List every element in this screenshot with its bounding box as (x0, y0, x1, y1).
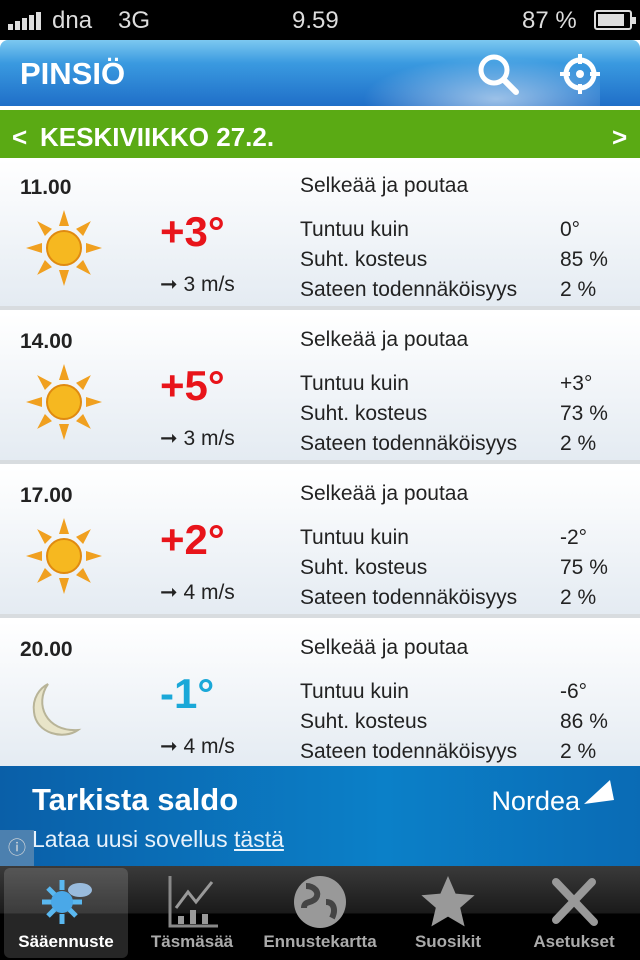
next-day-button[interactable]: > (612, 122, 628, 152)
wind-speed: 4 m/s (183, 735, 235, 758)
sun-icon (26, 518, 102, 594)
humidity-label: Suht. kosteus (300, 248, 428, 271)
rain-label: Sateen todennäköisyys (300, 586, 518, 609)
humidity-value: 86 % (560, 710, 608, 733)
humidity-value: 85 % (560, 248, 608, 271)
wind-speed: 3 m/s (183, 273, 235, 296)
forecast-row[interactable]: 14.00 +5° ➞ 3 m/s Selkeää ja poutaa Tunt… (0, 314, 640, 464)
feels-like-label: Tuntuu kuin (300, 218, 409, 241)
network: 3G (118, 7, 151, 34)
weather-description: Selkeää ja poutaa (300, 636, 469, 659)
feels-like-value: -2° (560, 526, 588, 549)
rain-label: Sateen todennäköisyys (300, 740, 518, 763)
weather-description: Selkeää ja poutaa (300, 482, 469, 505)
wind-speed: 4 m/s (183, 581, 235, 604)
rain-value: 2 % (560, 278, 597, 301)
nordea-sail-icon (584, 780, 614, 804)
status-bar: dna 3G 9.59 87 % (0, 0, 640, 40)
tab-map[interactable]: Ennustekartta (258, 868, 382, 958)
forecast-time: 11.00 (20, 176, 72, 199)
weather-description: Selkeää ja poutaa (300, 174, 469, 197)
day-selector: < KESKIVIIKKO 27.2. > (0, 110, 640, 158)
chart-icon (168, 876, 218, 928)
battery-icon (594, 10, 636, 30)
feels-like-value: +3° (560, 372, 593, 395)
app-header: PINSIÖ (0, 40, 640, 106)
forecast-row[interactable]: 11.00 +3° ➞ 3 m/s Selkeää ja poutaa Tunt… (0, 160, 640, 310)
location-title: PINSIÖ (20, 56, 126, 91)
forecast-row[interactable]: 20.00 -1° ➞ 4 m/s Selkeää ja poutaa Tunt… (0, 622, 640, 772)
tab-label: Täsmäsää (150, 932, 234, 951)
humidity-label: Suht. kosteus (300, 710, 428, 733)
tab-forecast[interactable]: Sääennuste (4, 868, 128, 958)
sun-cloud-icon (42, 880, 92, 924)
wind-arrow-icon: ➞ (160, 735, 178, 758)
temperature: -1° (160, 670, 215, 717)
rain-label: Sateen todennäköisyys (300, 432, 518, 455)
rain-value: 2 % (560, 586, 597, 609)
search-icon[interactable] (476, 52, 520, 96)
rain-label: Sateen todennäköisyys (300, 278, 518, 301)
wind-speed: 3 m/s (183, 427, 235, 450)
tab-label: Asetukset (533, 932, 615, 951)
signal-icon (8, 10, 41, 30)
wind-arrow-icon: ➞ (160, 273, 178, 296)
forecast-time: 17.00 (20, 484, 73, 507)
day-label: KESKIVIIKKO 27.2. (40, 122, 275, 152)
temperature: +2° (160, 516, 225, 563)
forecast-time: 20.00 (20, 638, 73, 661)
ad-title: Tarkista saldo (32, 782, 239, 817)
feels-like-label: Tuntuu kuin (300, 680, 409, 703)
ad-link[interactable]: tästä (234, 826, 284, 852)
humidity-label: Suht. kosteus (300, 556, 428, 579)
clock: 9.59 (292, 7, 339, 34)
tab-precise[interactable]: Täsmäsää (130, 868, 254, 958)
globe-icon (294, 876, 346, 928)
temperature: +5° (160, 362, 225, 409)
locate-icon[interactable] (558, 52, 602, 96)
ad-banner[interactable]: Tarkista saldo Lataa uusi sovellus tästä… (0, 766, 640, 866)
wind-arrow-icon: ➞ (160, 427, 178, 450)
humidity-value: 73 % (560, 402, 608, 425)
tab-label: Suosikit (414, 932, 482, 951)
star-icon (421, 876, 475, 927)
moon-icon (32, 683, 82, 736)
carrier: dna (52, 7, 93, 34)
ad-subtitle: Lataa uusi sovellus (32, 826, 235, 852)
tab-settings[interactable]: Asetukset (512, 868, 636, 958)
humidity-value: 75 % (560, 556, 608, 579)
tab-label: Ennustekartta (263, 932, 377, 951)
battery-percent: 87 % (522, 7, 577, 34)
sun-icon (26, 364, 102, 440)
wind-arrow-icon: ➞ (160, 581, 178, 604)
info-icon[interactable]: ⓘ (0, 830, 34, 866)
feels-like-value: 0° (560, 218, 581, 241)
feels-like-label: Tuntuu kuin (300, 526, 409, 549)
sun-icon (26, 210, 102, 286)
tab-favorites[interactable]: Suosikit (386, 868, 510, 958)
prev-day-button[interactable]: < (12, 122, 28, 152)
rain-value: 2 % (560, 432, 597, 455)
tab-label: Sääennuste (18, 932, 114, 951)
humidity-label: Suht. kosteus (300, 402, 428, 425)
forecast-time: 14.00 (20, 330, 73, 353)
weather-description: Selkeää ja poutaa (300, 328, 469, 351)
feels-like-value: -6° (560, 680, 588, 703)
temperature: +3° (160, 208, 225, 255)
rain-value: 2 % (560, 740, 597, 763)
nordea-logo: Nordea (491, 786, 580, 816)
feels-like-label: Tuntuu kuin (300, 372, 409, 395)
tools-icon (552, 878, 598, 926)
tab-bar: Sääennuste Täsmäsää Ennustekartta Suosik… (0, 866, 640, 960)
forecast-row[interactable]: 17.00 +2° ➞ 4 m/s Selkeää ja poutaa Tunt… (0, 468, 640, 618)
